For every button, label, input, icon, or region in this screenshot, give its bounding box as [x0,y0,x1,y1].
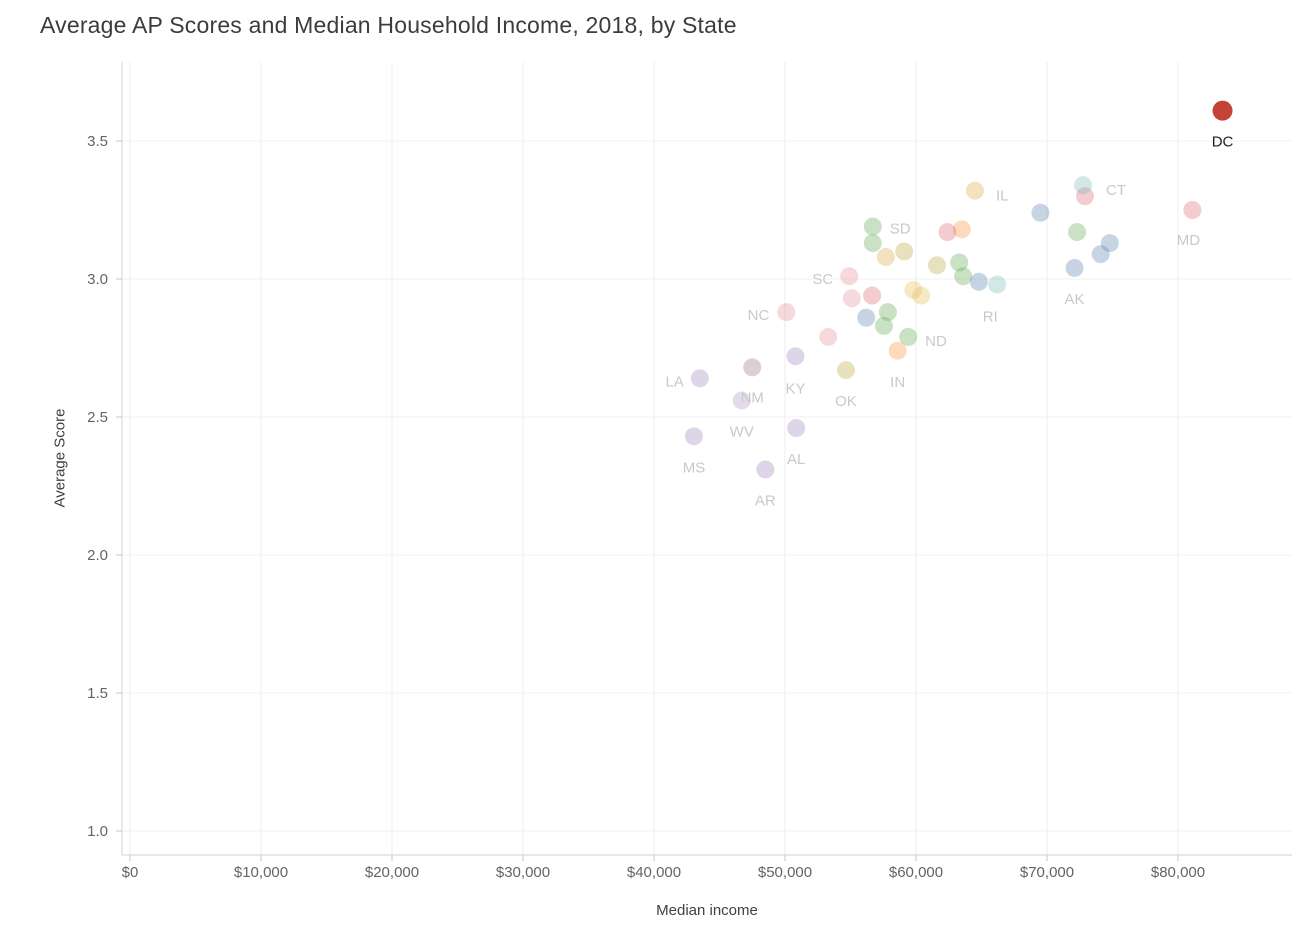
point-NM[interactable] [743,358,762,377]
point-label-KY: KY [785,380,805,397]
point[interactable] [842,289,861,308]
y-tick-label: 3.5 [87,133,108,150]
point[interactable] [1068,223,1087,242]
point-label-IL: IL [996,188,1009,205]
point[interactable] [819,327,838,346]
point-IL[interactable] [965,181,984,200]
x-tick-label: $20,000 [365,864,419,881]
point-label-CT: CT [1106,182,1126,199]
point[interactable] [1074,176,1093,195]
x-tick-label: $60,000 [889,864,943,881]
point-label-LA: LA [665,373,683,390]
point[interactable] [863,234,882,253]
point-label-OK: OK [835,393,857,410]
point-OK[interactable] [836,361,855,380]
point-DC[interactable] [1212,100,1233,121]
point-label-NM: NM [741,389,764,406]
point-SD[interactable] [863,217,882,236]
point-label-IN: IN [890,374,905,391]
point-IN[interactable] [888,341,907,360]
point[interactable] [878,303,897,322]
point[interactable] [950,253,969,272]
x-tick-label: $30,000 [496,864,550,881]
point-label-SC: SC [812,271,833,288]
point[interactable] [876,247,895,266]
point[interactable] [1031,203,1050,222]
point-SC[interactable] [840,267,859,286]
point-AK[interactable] [1065,258,1084,277]
x-tick-label: $0 [122,864,139,881]
x-tick-label: $50,000 [758,864,812,881]
point-label-MS: MS [683,459,706,476]
point[interactable] [904,281,923,300]
y-tick-label: 1.5 [87,685,108,702]
point[interactable] [938,223,957,242]
point[interactable] [1091,245,1110,264]
point-AL[interactable] [787,419,806,438]
y-tick-label: 3.0 [87,271,108,288]
x-tick-label: $80,000 [1151,864,1205,881]
point-label-MD: MD [1177,232,1200,249]
point-KY[interactable] [786,347,805,366]
point[interactable] [874,316,893,335]
point-WV[interactable] [732,391,751,410]
point-label-NC: NC [748,307,770,324]
point-NC[interactable] [777,303,796,322]
point-RI[interactable] [988,275,1007,294]
point[interactable] [954,267,973,286]
point-label-RI: RI [983,309,998,326]
x-tick-label: $40,000 [627,864,681,881]
point-label-ND: ND [925,333,947,350]
point-label-AR: AR [755,492,776,509]
chart-title: Average AP Scores and Median Household I… [40,12,737,38]
point-label-DC: DC [1212,134,1234,151]
y-axis-title: Average Score [51,408,69,508]
point[interactable] [1100,234,1119,253]
point-MD[interactable] [1183,201,1202,219]
point[interactable] [895,242,914,261]
point[interactable] [863,286,882,305]
point-MS[interactable] [684,427,703,446]
point-AR[interactable] [756,460,775,479]
y-tick-label: 2.5 [87,409,108,426]
point[interactable] [952,220,971,239]
point[interactable] [912,286,931,305]
point-ND[interactable] [899,327,918,346]
point-label-AK: AK [1065,291,1085,308]
point[interactable] [927,256,946,275]
point-label-SD: SD [890,221,911,238]
point-label-WV: WV [730,423,754,440]
point-label-AL: AL [787,451,805,468]
point-LA[interactable] [690,369,709,388]
point-CT[interactable] [1075,187,1094,206]
y-tick-label: 1.0 [87,823,108,840]
x-tick-label: $10,000 [234,864,288,881]
point[interactable] [857,308,876,327]
point[interactable] [969,272,988,291]
x-tick-label: $70,000 [1020,864,1074,881]
x-axis-title: Median income [656,902,758,919]
y-tick-label: 2.0 [87,547,108,564]
